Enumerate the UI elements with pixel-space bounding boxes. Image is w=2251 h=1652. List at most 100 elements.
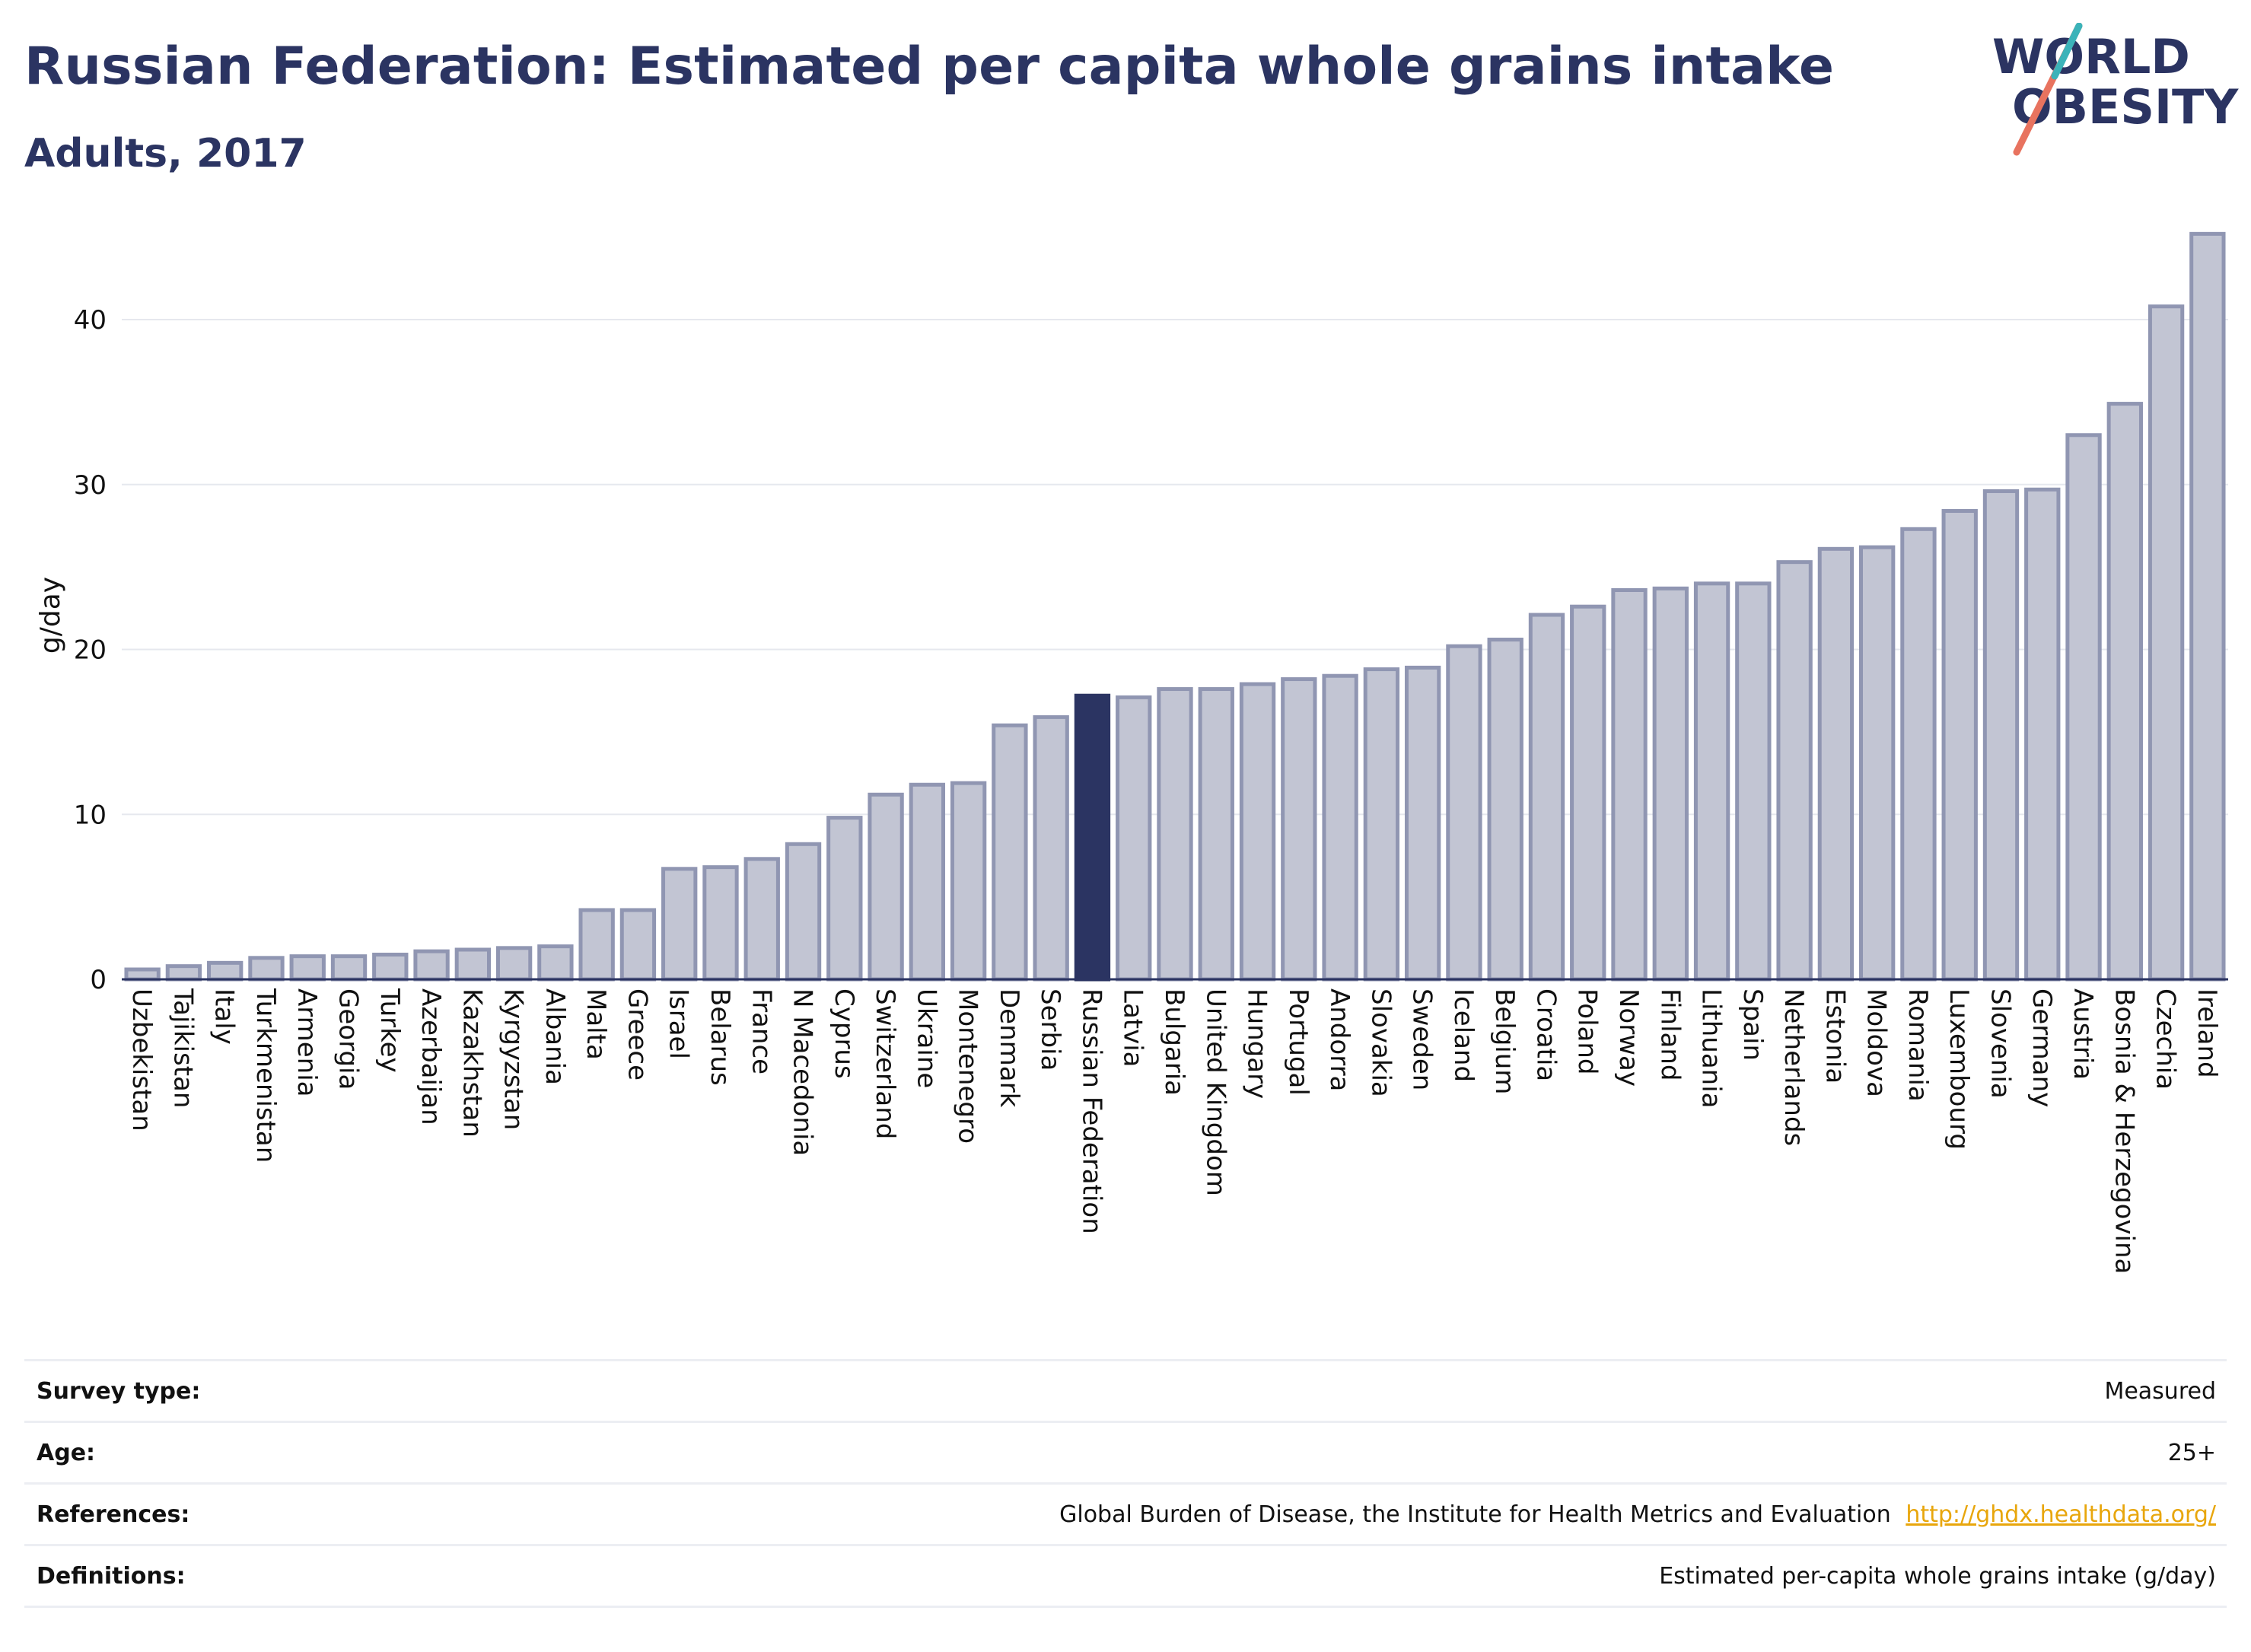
bar-romania (1900, 527, 1937, 982)
references-link[interactable]: http://ghdx.healthdata.org/ (1906, 1501, 2216, 1528)
bars (124, 231, 2226, 982)
x-tick-label: Ukraine (911, 988, 941, 1088)
bar-austria (2065, 433, 2102, 982)
references-value: Global Burden of Disease, the Institute … (1059, 1501, 2216, 1528)
bar-ukraine (909, 782, 946, 982)
definitions-label: Definitions: (37, 1562, 186, 1590)
metadata-table: Survey type: Measured Age: 25+ Reference… (24, 1359, 2227, 1608)
bar-turkmenistan (248, 956, 285, 982)
x-tick-label: Russian Federation (1076, 988, 1106, 1234)
bar-spain (1735, 581, 1772, 982)
bar-georgia (330, 954, 368, 982)
bar-switzerland (868, 792, 904, 982)
x-tick-label: Denmark (994, 988, 1024, 1108)
x-tick-label: Switzerland (870, 988, 900, 1139)
y-tick-label: 30 (74, 470, 107, 501)
x-tick-labels: Uzbekistan Tajikistan Italy Turkmenistan Arm… (126, 988, 2222, 1274)
bar-bulgaria (1157, 687, 1193, 982)
x-tick-label: Austria (2068, 988, 2098, 1080)
world-obesity-logo: WORLD OBESITY (1992, 23, 2239, 156)
x-tick-label: Luxembourg (1944, 988, 1974, 1150)
meta-row-age: Age: 25+ (24, 1423, 2227, 1485)
y-tick-labels: 0 10 20 30 40 (74, 305, 107, 995)
x-tick-label: Malta (581, 988, 611, 1060)
bar-sweden (1404, 665, 1441, 982)
bar-croatia (1528, 613, 1565, 982)
y-tick-label: 10 (74, 800, 107, 830)
bar-kyrgyzstan (495, 946, 533, 982)
x-tick-label: Armenia (291, 988, 322, 1097)
x-tick-label: Iceland (1448, 988, 1479, 1082)
bar-tajikistan (165, 964, 202, 982)
definitions-value: Estimated per-capita whole grains intake… (1659, 1562, 2216, 1590)
references-label: References: (37, 1501, 190, 1528)
x-tick-label: Germany (2027, 988, 2057, 1107)
x-tick-label: Bulgaria (1159, 988, 1189, 1096)
bar-uzbekistan (124, 967, 161, 982)
bar-chart: 0 10 20 30 40 Uzbekistan Tajikistan Italy Turkm… (35, 231, 2228, 1274)
bar-portugal (1281, 677, 1317, 982)
age-value: 25+ (2167, 1439, 2216, 1466)
bar-iceland (1446, 644, 1482, 982)
bar-norway (1611, 587, 1648, 982)
x-tick-label: France (746, 988, 776, 1074)
bar-belarus (702, 865, 739, 982)
x-tick-label: Italy (209, 988, 240, 1045)
y-axis-label: g/day (35, 577, 66, 654)
x-tick-label: Georgia (333, 988, 364, 1090)
bar-finland (1652, 586, 1689, 982)
bar-poland (1570, 604, 1606, 982)
x-tick-label: Moldova (1861, 988, 1892, 1097)
logo-slash-teal (2051, 23, 2083, 80)
bar-slovenia (1982, 489, 2020, 982)
bar-italy (207, 960, 244, 982)
bar-cyprus (826, 816, 863, 982)
x-tick-label: Spain (1737, 988, 1768, 1061)
bar-albania (537, 944, 574, 982)
bar-latvia (1116, 695, 1152, 982)
bar-hungary (1239, 682, 1276, 982)
bar-serbia (1033, 715, 1069, 982)
meta-row-references: References: Global Burden of Disease, th… (24, 1485, 2227, 1546)
bar-ireland (2189, 231, 2226, 982)
bar-estonia (1817, 546, 1855, 982)
page-title: Russian Federation: Estimated per capita… (24, 37, 1835, 97)
bar-belgium (1487, 638, 1523, 982)
x-tick-label: Tajikistan (167, 988, 198, 1108)
x-tick-label: Croatia (1530, 988, 1561, 1081)
bar-czechia (2148, 304, 2185, 982)
bar-turkey (372, 952, 409, 982)
references-text: Global Burden of Disease, the Institute … (1059, 1501, 1891, 1528)
bar-malta (578, 908, 615, 982)
x-tick-label: Belarus (705, 988, 735, 1086)
bar-denmark (992, 723, 1028, 982)
x-tick-label: N Macedonia (788, 988, 818, 1156)
x-tick-label: Cyprus (829, 988, 859, 1079)
bar-greece (619, 908, 657, 982)
x-tick-label: Estonia (1820, 988, 1850, 1084)
meta-row-survey-type: Survey type: Measured (24, 1361, 2227, 1423)
x-tick-label: Netherlands (1778, 988, 1809, 1146)
bar-azerbaijan (413, 949, 450, 982)
x-tick-label: Serbia (1035, 988, 1065, 1071)
x-tick-label: United Kingdom (1200, 988, 1231, 1196)
logo-line1: WORLD (1992, 29, 2190, 84)
x-tick-label: Norway (1613, 988, 1644, 1087)
bar-n-macedonia (785, 842, 822, 982)
x-tick-label: Latvia (1118, 988, 1148, 1068)
survey-type-label: Survey type: (37, 1377, 201, 1405)
y-tick-label: 0 (90, 965, 107, 995)
x-tick-label: Slovakia (1365, 988, 1396, 1097)
bar-montenegro (950, 781, 987, 982)
x-tick-label: Hungary (1242, 988, 1272, 1099)
bar-israel (661, 867, 698, 982)
x-tick-label: Finland (1654, 988, 1685, 1081)
x-tick-label: Andorra (1324, 988, 1355, 1091)
x-tick-label: Israel (664, 988, 694, 1059)
bar-slovakia (1363, 667, 1400, 982)
survey-type-value: Measured (2104, 1377, 2216, 1405)
x-tick-label: Montenegro (953, 988, 983, 1144)
bar-bosnia-herzegovina (2106, 402, 2143, 982)
bar-lithuania (1693, 581, 1730, 982)
bar-germany (2024, 487, 2061, 982)
